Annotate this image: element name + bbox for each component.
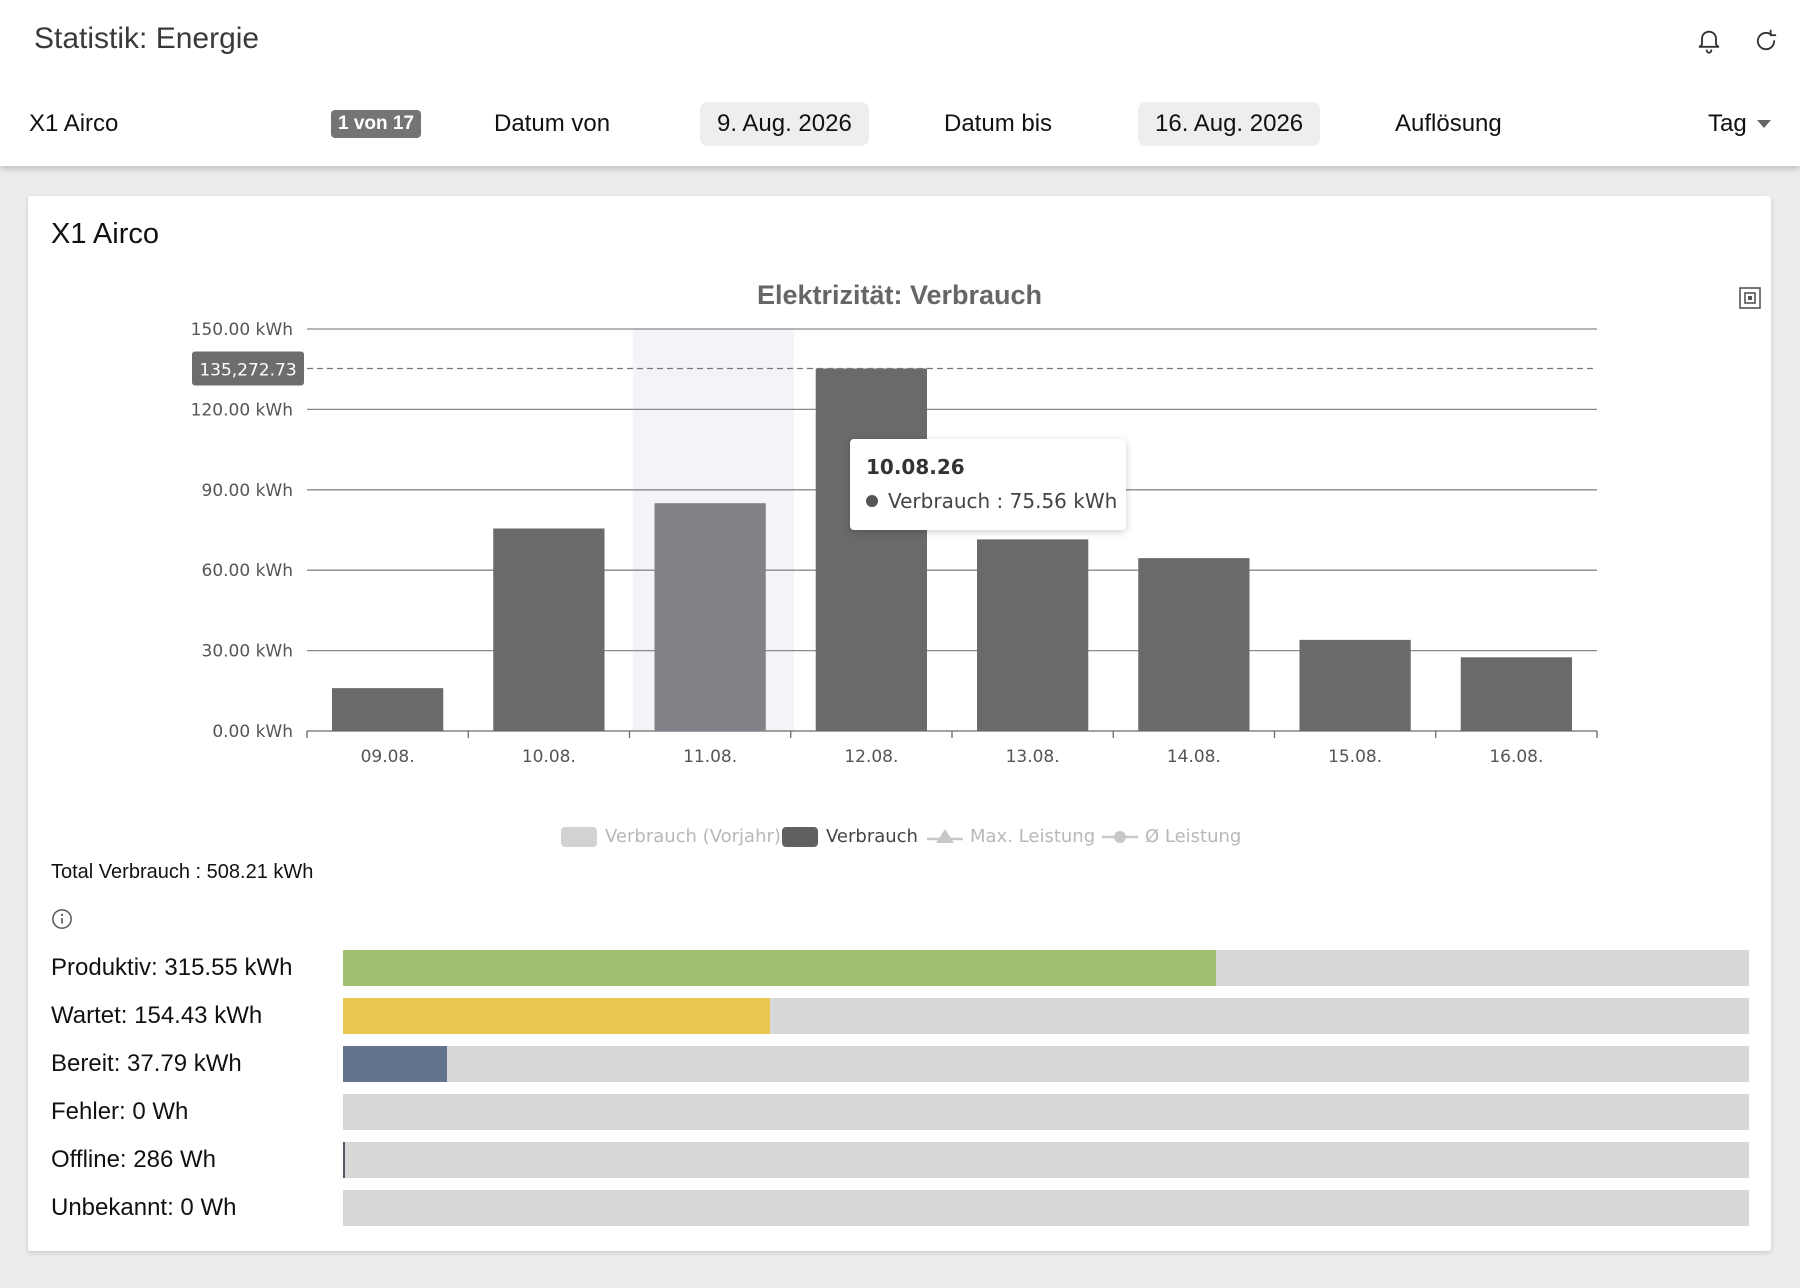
y-tick-label: 0.00 kWh [212, 722, 293, 742]
page-title: Statistik: Energie [34, 22, 260, 55]
state-bar-fill [343, 1142, 345, 1178]
state-bar-track [343, 1190, 1749, 1226]
state-label: Bereit: 37.79 kWh [51, 1050, 242, 1077]
x-tick-label: 12.08. [844, 747, 898, 767]
bar-1008 [493, 528, 605, 731]
legend-box-icon [561, 827, 597, 847]
tooltip-value: Verbrauch : 75.56 kWh [888, 489, 1118, 513]
legend-label: Max. Leistung [970, 826, 1096, 847]
tooltip-series-dot [866, 495, 878, 507]
tooltip-line: Verbrauch : 75.56 kWh [866, 489, 1117, 513]
x-tick-label: 10.08. [522, 747, 576, 767]
legend-box-icon [782, 827, 818, 847]
legend-triangle-icon [927, 829, 963, 843]
x-tick-label: 15.08. [1328, 747, 1382, 767]
legend-item[interactable]: Ø Leistung [1101, 822, 1241, 852]
resolution-value: Tag [1708, 110, 1747, 137]
max-value-label: 135,272.73 [199, 360, 296, 380]
y-tick-label: 30.00 kWh [202, 642, 294, 662]
info-icon[interactable] [51, 908, 73, 930]
resolution-label: Auflösung [1395, 110, 1502, 137]
date-from-label: Datum von [494, 110, 611, 137]
state-label: Fehler: 0 Wh [51, 1098, 189, 1125]
refresh-icon[interactable] [1749, 24, 1783, 58]
legend-label: Verbrauch (Vorjahr) [605, 826, 781, 847]
state-label: Unbekannt: 0 Wh [51, 1194, 237, 1221]
tooltip-title: 10.08.26 [866, 455, 965, 479]
chart-legend: Verbrauch (Vorjahr) Verbrauch Max. Leistun… [0, 822, 1800, 852]
bar-1408 [1138, 558, 1250, 731]
filter-bar: X1 Airco 1 von 17 Datum von 9. Aug. 2026… [0, 102, 1800, 146]
state-bar-fill [343, 950, 1217, 986]
total-consumption: Total Verbrauch : 508.21 kWh [51, 861, 314, 883]
y-tick-label: 120.00 kWh [191, 400, 293, 420]
state-label: Offline: 286 Wh [51, 1146, 216, 1173]
date-to-picker[interactable]: 16. Aug. 2026 [1138, 102, 1321, 146]
x-tick-label: 09.08. [361, 747, 415, 767]
legend-label: Ø Leistung [1145, 826, 1242, 847]
statistics-card: X1 Airco Elektrizität: Verbrauch 0.00 kW… [28, 196, 1771, 1251]
machine-pager-badge: 1 von 17 [331, 110, 422, 138]
legend-item[interactable]: Verbrauch [782, 822, 918, 852]
y-tick-label: 60.00 kWh [202, 561, 294, 581]
state-bar-track [343, 1094, 1749, 1130]
chevron-down-icon [1756, 120, 1771, 128]
state-bar-fill [343, 998, 771, 1034]
x-tick-label: 16.08. [1489, 747, 1543, 767]
chart-tooltip: 10.08.26 Verbrauch : 75.56 kWh [850, 439, 1126, 530]
state-bar-track [343, 950, 1749, 986]
state-bar-fill [343, 1046, 448, 1082]
date-to-label: Datum bis [944, 110, 1053, 137]
state-bar-track [343, 998, 1749, 1034]
x-tick-label: 11.08. [683, 747, 737, 767]
chart-title: Elektrizität: Verbrauch [756, 280, 1043, 310]
bar-0908 [331, 688, 444, 731]
y-tick-label: 150.00 kWh [191, 320, 293, 340]
x-tick-label: 14.08. [1167, 747, 1221, 767]
legend-item[interactable]: Max. Leistung [926, 822, 1095, 852]
state-bar-track [343, 1142, 1749, 1178]
bar-1608 [1460, 657, 1573, 731]
bell-icon[interactable] [1692, 24, 1726, 58]
legend-circle-icon [1102, 831, 1138, 843]
date-from-picker[interactable]: 9. Aug. 2026 [700, 102, 869, 146]
state-label: Produktiv: 315.55 kWh [51, 954, 293, 981]
resolution-select[interactable]: Tag [1708, 102, 1771, 146]
y-tick-label: 90.00 kWh [202, 481, 294, 501]
bar-1308 [976, 539, 1089, 731]
fullscreen-icon[interactable] [1738, 286, 1762, 310]
card-title: X1 Airco [51, 218, 159, 250]
bar-1208 [815, 368, 928, 731]
consumption-bar-chart: 0.00 kWh 30.00 kWh 60.00 kWh 90.00 kWh 120.0… [191, 320, 1598, 767]
legend-label: Verbrauch [826, 826, 918, 847]
max-value-label-bg [192, 351, 304, 386]
x-tick-label: 13.08. [1006, 747, 1060, 767]
state-label: Wartet: 154.43 kWh [51, 1002, 263, 1029]
legend-item[interactable]: Verbrauch (Vorjahr) [561, 822, 781, 852]
machine-selector[interactable]: X1 Airco [29, 110, 119, 137]
state-bar-track [343, 1046, 1749, 1082]
bar-1108 [654, 503, 766, 731]
app-header: Statistik: Energie X1 Airco 1 von 17 Dat… [0, 0, 1800, 166]
bar-1508 [1299, 639, 1411, 731]
